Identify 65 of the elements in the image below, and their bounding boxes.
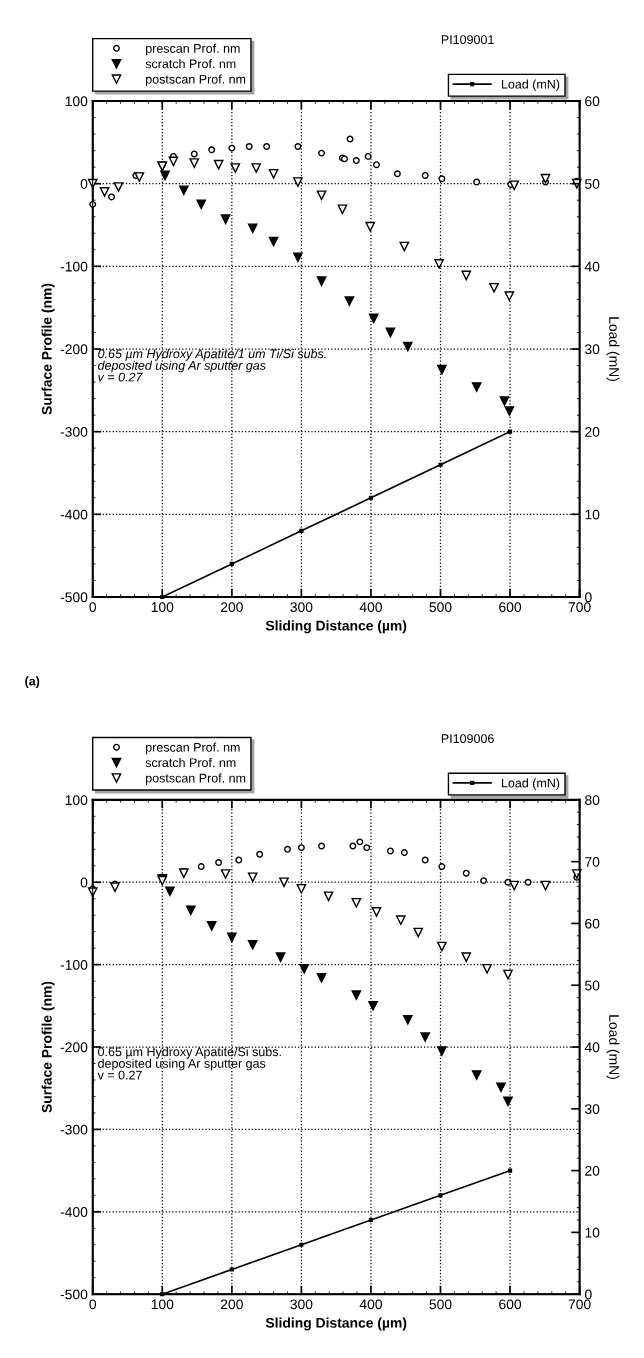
y2-tick-label: 50 <box>585 980 600 991</box>
text: (a) <box>25 676 40 688</box>
y2-tick-label: 10 <box>585 1227 600 1238</box>
y2-tick-label: 30 <box>584 344 600 355</box>
y-tick-label: -500 <box>60 1289 88 1300</box>
x-tick-label: 0 <box>89 1299 97 1310</box>
y2-tick-label: 20 <box>585 1165 600 1176</box>
x-tick-label: 200 <box>220 602 243 613</box>
y-axis-title: Surface Profile (nm) <box>41 283 55 415</box>
y2-tick-label: 70 <box>585 856 600 867</box>
x-tick-label: 700 <box>568 602 591 613</box>
y-tick-label: -400 <box>60 509 88 520</box>
y2-tick-label: 40 <box>584 261 600 272</box>
y-tick-label: 0 <box>80 179 88 189</box>
x-tick-label: 600 <box>499 602 522 613</box>
legend-label: postscan Prof. nm <box>146 773 246 785</box>
annotation: 0.65 µm Hydroxy Apatite/1 um Ti/Si subs. deposited using Ar sputter gas v = 0.27 <box>98 349 326 382</box>
y2-tick-label: 80 <box>585 795 600 806</box>
y-tick-label: -100 <box>60 261 88 272</box>
y2-axis-title: Load (mN) <box>606 1015 620 1079</box>
x-tick-label: 700 <box>568 1299 591 1310</box>
legend-label: scratch Prof. nm <box>145 757 236 768</box>
y-tick-label: -200 <box>60 1042 88 1053</box>
y-tick-label: -100 <box>60 959 88 970</box>
x-tick-label: 300 <box>290 1299 313 1310</box>
y2-tick-label: 20 <box>585 427 600 437</box>
y-tick-label: -300 <box>60 1124 88 1135</box>
y-axis-title: Surface Profile (nm) <box>41 981 55 1113</box>
x-tick-label: 100 <box>151 602 174 613</box>
legend-label: scratch Prof. nm <box>145 59 236 69</box>
y2-tick-label: 50 <box>585 179 600 189</box>
x-tick-label: 400 <box>359 602 382 613</box>
y-tick-label: 100 <box>65 795 88 806</box>
x-tick-label: 200 <box>220 1299 243 1310</box>
y2-tick-label: 0 <box>585 1289 592 1300</box>
x-tick-label: 300 <box>290 602 313 613</box>
legend-label: Load (mN) <box>501 79 560 92</box>
x-tick-label: 500 <box>429 1299 452 1310</box>
x-tick-label: 600 <box>499 1299 522 1310</box>
annotation: 0.65 µm Hydroxy Apatite/Si subs. deposited using Ar sputter gas v = 0.27 <box>97 1047 281 1080</box>
x-tick-label: 500 <box>429 602 452 613</box>
x-axis-title: Sliding Distance (µm) <box>265 1317 407 1331</box>
y-tick-label: 0 <box>80 877 88 888</box>
y2-tick-label: 30 <box>584 1104 600 1114</box>
legend-label: prescan Prof. nm <box>146 742 240 755</box>
y2-tick-label: 60 <box>585 918 600 929</box>
chart-title: PI109006 <box>441 734 494 744</box>
legend-label: Load (mN) <box>501 778 560 790</box>
y2-tick-label: 60 <box>585 96 600 107</box>
y2-tick-label: 0 <box>585 592 592 603</box>
x-axis-title: Sliding Distance (µm) <box>265 620 407 634</box>
x-tick-label: 400 <box>359 1299 382 1310</box>
y2-axis-title: Load (mN) <box>606 317 620 381</box>
y2-tick-label: 10 <box>585 509 600 520</box>
y-tick-label: -200 <box>60 344 88 355</box>
y-tick-label: -300 <box>60 427 88 437</box>
chart-title: PI109001 <box>441 35 494 45</box>
y-tick-label: 100 <box>65 96 88 107</box>
y2-tick-label: 40 <box>584 1042 600 1053</box>
y-tick-label: -400 <box>60 1207 88 1217</box>
y-tick-label: -500 <box>60 592 88 603</box>
x-tick-label: 0 <box>89 602 97 613</box>
x-tick-label: 100 <box>151 1299 174 1310</box>
legend-label: postscan Prof. nm <box>146 74 246 87</box>
legend-label: prescan Prof. nm <box>146 43 240 56</box>
